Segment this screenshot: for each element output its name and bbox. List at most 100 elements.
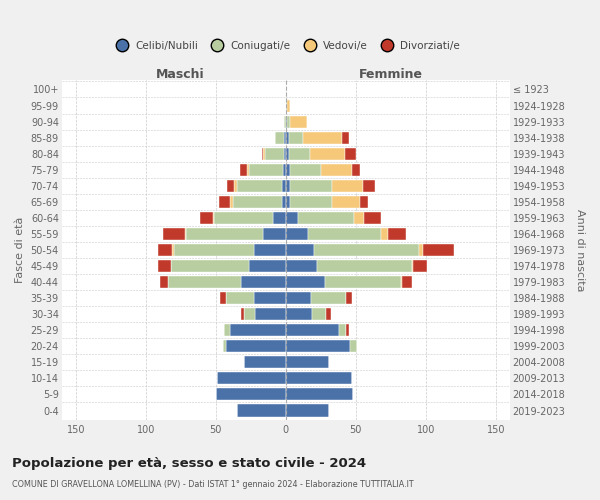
Bar [286,260,317,272]
Bar [332,180,363,192]
Bar [263,148,265,160]
Bar [214,212,273,224]
Bar [254,244,286,256]
Bar [250,164,283,176]
Bar [227,180,234,192]
Bar [286,276,325,288]
Bar [265,148,284,160]
Bar [317,260,412,272]
Bar [413,260,427,272]
Bar [286,292,311,304]
Bar [220,292,226,304]
Bar [216,388,286,400]
Bar [286,356,329,368]
Bar [262,148,263,160]
Bar [342,132,349,143]
Bar [286,404,329,416]
Legend: Celibi/Nubili, Coniugati/e, Vedovi/e, Divorziati/e: Celibi/Nubili, Coniugati/e, Vedovi/e, Di… [112,41,460,51]
Bar [200,212,213,224]
Text: Maschi: Maschi [156,68,205,82]
Bar [241,308,244,320]
Bar [310,148,344,160]
Bar [287,100,290,112]
Bar [187,228,263,240]
Bar [275,132,284,143]
Bar [250,260,286,272]
Bar [286,180,290,192]
Bar [171,260,250,272]
Bar [233,196,281,208]
Bar [363,180,376,192]
Bar [290,164,321,176]
Bar [237,404,286,416]
Bar [314,244,419,256]
Bar [230,324,286,336]
Bar [224,324,230,336]
Bar [360,196,368,208]
Bar [339,324,346,336]
Bar [355,212,364,224]
Bar [185,228,187,240]
Bar [332,196,360,208]
Bar [313,308,326,320]
Bar [287,116,290,128]
Bar [286,244,314,256]
Bar [263,228,286,240]
Bar [381,228,388,240]
Bar [284,116,286,128]
Bar [158,260,171,272]
Bar [172,244,174,256]
Bar [401,276,402,288]
Bar [344,148,356,160]
Bar [213,212,214,224]
Bar [226,292,254,304]
Bar [302,132,342,143]
Bar [254,292,286,304]
Bar [388,228,406,240]
Bar [163,228,185,240]
Bar [244,356,286,368]
Bar [423,244,454,256]
Bar [289,132,302,143]
Y-axis label: Anni di nascita: Anni di nascita [575,208,585,291]
Bar [286,388,353,400]
Bar [286,164,290,176]
Bar [352,164,360,176]
Bar [289,148,310,160]
Bar [286,324,339,336]
Y-axis label: Fasce di età: Fasce di età [15,217,25,283]
Bar [286,228,308,240]
Bar [286,116,287,128]
Bar [223,340,226,352]
Bar [325,276,401,288]
Bar [326,308,331,320]
Bar [158,244,172,256]
Bar [168,276,241,288]
Bar [321,164,352,176]
Bar [237,180,281,192]
Bar [346,324,349,336]
Text: COMUNE DI GRAVELLONA LOMELLINA (PV) - Dati ISTAT 1° gennaio 2024 - Elaborazione : COMUNE DI GRAVELLONA LOMELLINA (PV) - Da… [12,480,413,489]
Bar [346,292,352,304]
Bar [244,308,255,320]
Bar [290,116,307,128]
Bar [241,276,286,288]
Bar [286,196,290,208]
Bar [286,372,352,384]
Bar [273,212,286,224]
Bar [284,132,286,143]
Bar [290,180,332,192]
Bar [308,228,381,240]
Bar [286,100,287,112]
Text: Femmine: Femmine [359,68,423,82]
Bar [286,148,289,160]
Bar [174,244,254,256]
Bar [226,340,286,352]
Bar [218,196,230,208]
Bar [230,196,233,208]
Bar [286,212,298,224]
Bar [286,308,313,320]
Bar [419,244,423,256]
Bar [311,292,346,304]
Bar [298,212,355,224]
